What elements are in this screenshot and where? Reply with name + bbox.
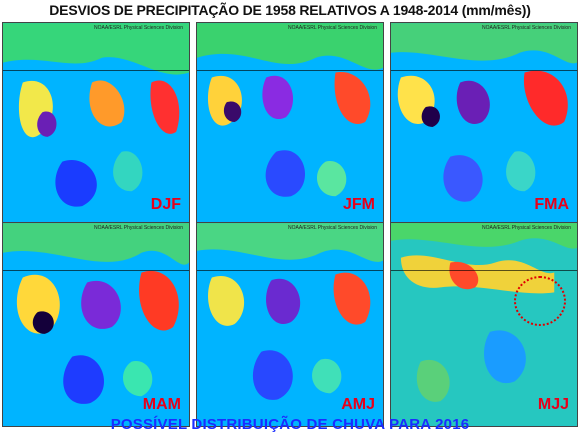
credit-text: NOAA/ESRL Physical Sciences Division — [287, 225, 377, 231]
precip-map-mam — [3, 223, 189, 426]
highlight-circle — [514, 276, 566, 326]
panel-label-fma: FMA — [534, 196, 569, 213]
precip-map-fma — [391, 23, 577, 226]
map-panel-mjj: NOAA/ESRL Physical Sciences Division MJJ — [390, 222, 578, 427]
credit-text: NOAA/ESRL Physical Sciences Division — [93, 225, 183, 231]
map-panel-amj: NOAA/ESRL Physical Sciences Division AMJ — [196, 222, 384, 427]
panel-label-djf: DJF — [150, 196, 181, 213]
footer-caption: POSSÍVEL DISTRIBUIÇÃO DE CHUVA PARA 2016 — [110, 416, 470, 433]
map-panel-djf: NOAA/ESRL Physical Sciences Division DJF — [2, 22, 190, 227]
panel-label-jfm: JFM — [343, 196, 375, 213]
credit-text: NOAA/ESRL Physical Sciences Division — [481, 25, 571, 31]
credit-text: NOAA/ESRL Physical Sciences Division — [481, 225, 571, 231]
panel-label-mam: MAM — [142, 396, 181, 413]
credit-text: NOAA/ESRL Physical Sciences Division — [287, 25, 377, 31]
precip-map-amj — [197, 223, 383, 426]
map-panel-fma: NOAA/ESRL Physical Sciences Division FMA — [390, 22, 578, 227]
map-panel-jfm: NOAA/ESRL Physical Sciences Division JFM — [196, 22, 384, 227]
credit-text: NOAA/ESRL Physical Sciences Division — [93, 25, 183, 31]
page-title: DESVIOS DE PRECIPITAÇÃO DE 1958 RELATIVO… — [49, 2, 531, 18]
panel-label-amj: AMJ — [341, 396, 375, 413]
precip-map-jfm — [197, 23, 383, 226]
panel-label-mjj: MJJ — [537, 396, 569, 413]
precip-map-djf — [3, 23, 189, 226]
map-panel-mam: NOAA/ESRL Physical Sciences Division MAM — [2, 222, 190, 427]
